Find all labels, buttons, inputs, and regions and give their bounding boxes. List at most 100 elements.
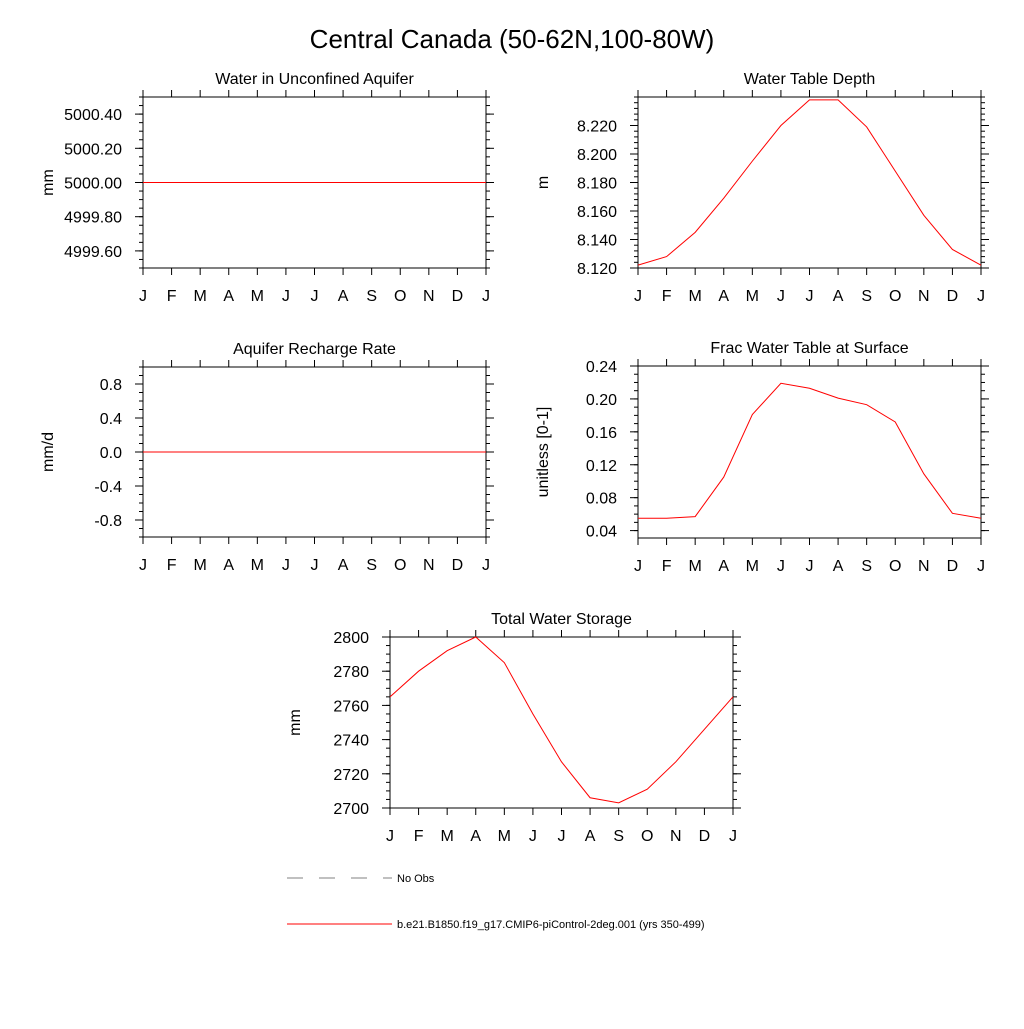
y-tick-label: 2760 (333, 698, 369, 715)
x-tick-label: D (699, 828, 711, 845)
x-tick-label: D (452, 288, 464, 305)
x-tick-label: J (634, 558, 642, 575)
y-tick-label: 5000.00 (64, 176, 122, 193)
x-tick-label: A (718, 558, 729, 575)
x-tick-label: N (670, 828, 682, 845)
x-tick-label: A (833, 558, 844, 575)
x-tick-label: J (977, 558, 985, 575)
x-tick-label: M (746, 558, 759, 575)
y-tick-label: 2720 (333, 767, 369, 784)
x-tick-label: J (777, 558, 785, 575)
y-tick-label: 0.20 (586, 392, 617, 409)
x-tick-label: A (223, 288, 234, 305)
series-line (389, 636, 734, 804)
x-tick-label: S (613, 828, 624, 845)
x-tick-label: A (833, 288, 844, 305)
x-tick-label: J (634, 288, 642, 305)
y-tick-label: 5000.40 (64, 107, 122, 124)
x-tick-label: O (394, 288, 406, 305)
y-tick-label: 0.24 (586, 359, 617, 376)
figure-title: Central Canada (50-62N,100-80W) (310, 24, 715, 54)
plot-frame (389, 636, 734, 809)
y-tick-label: 2800 (333, 630, 369, 647)
y-tick-label: 2740 (333, 733, 369, 750)
y-tick-label: 2700 (333, 801, 369, 818)
y-tick-label: 0.0 (100, 445, 122, 462)
plot-frame (637, 365, 982, 539)
x-tick-label: M (689, 558, 702, 575)
x-tick-label: M (251, 557, 264, 574)
y-axis-label: mm/d (40, 432, 57, 472)
x-tick-label: A (223, 557, 234, 574)
x-tick-label: J (311, 288, 319, 305)
x-tick-label: J (139, 288, 147, 305)
x-tick-label: J (282, 557, 290, 574)
panel-title: Total Water Storage (491, 611, 632, 628)
y-tick-label: 8.120 (577, 261, 617, 278)
x-tick-label: O (641, 828, 653, 845)
x-tick-label: O (889, 288, 901, 305)
x-tick-label: O (889, 558, 901, 575)
legend-label-no-obs: No Obs (397, 873, 435, 885)
y-tick-label: 8.220 (577, 119, 617, 136)
panel-title: Frac Water Table at Surface (710, 340, 908, 357)
panel-title: Water Table Depth (744, 71, 876, 88)
legend-label-model: b.e21.B1850.f19_g17.CMIP6-piControl-2deg… (397, 919, 705, 931)
x-tick-label: D (947, 558, 959, 575)
x-tick-label: F (167, 288, 177, 305)
x-tick-label: M (746, 288, 759, 305)
x-tick-label: N (918, 288, 930, 305)
x-tick-label: A (338, 288, 349, 305)
x-tick-label: M (498, 828, 511, 845)
x-tick-label: F (662, 558, 672, 575)
y-tick-label: 8.200 (577, 147, 617, 164)
series-line (638, 382, 982, 519)
x-tick-label: O (394, 557, 406, 574)
x-tick-label: J (482, 288, 490, 305)
x-tick-label: M (441, 828, 454, 845)
panel-title: Aquifer Recharge Rate (233, 341, 396, 358)
x-tick-label: J (977, 288, 985, 305)
x-tick-label: J (311, 557, 319, 574)
x-tick-label: S (366, 288, 377, 305)
x-tick-label: J (806, 288, 814, 305)
series-line (637, 99, 982, 266)
x-tick-label: J (386, 828, 394, 845)
y-tick-label: 2780 (333, 664, 369, 681)
x-tick-label: J (806, 558, 814, 575)
x-tick-label: A (718, 288, 729, 305)
x-tick-label: S (861, 288, 872, 305)
x-tick-label: J (482, 557, 490, 574)
y-tick-label: -0.4 (94, 479, 122, 496)
y-tick-label: 0.12 (586, 458, 617, 475)
y-tick-label: 8.180 (577, 176, 617, 193)
x-tick-label: M (251, 288, 264, 305)
x-tick-label: D (452, 557, 464, 574)
plot-frame (637, 96, 982, 269)
legend: No Obs b.e21.B1850.f19_g17.CMIP6-piContr… (287, 873, 705, 931)
x-tick-label: F (414, 828, 424, 845)
x-tick-label: F (167, 557, 177, 574)
y-tick-label: 0.4 (100, 411, 122, 428)
y-axis-label: mm (40, 169, 57, 196)
x-tick-label: M (194, 288, 207, 305)
x-tick-label: F (662, 288, 672, 305)
y-tick-label: 0.16 (586, 425, 617, 442)
y-tick-label: 4999.80 (64, 210, 122, 227)
y-axis-label: unitless [0-1] (535, 407, 552, 498)
y-tick-label: 0.08 (586, 491, 617, 508)
x-tick-label: A (470, 828, 481, 845)
x-tick-label: J (777, 288, 785, 305)
x-tick-label: N (423, 288, 435, 305)
x-tick-label: J (729, 828, 737, 845)
y-tick-label: 5000.20 (64, 141, 122, 158)
x-tick-label: M (194, 557, 207, 574)
x-tick-label: S (366, 557, 377, 574)
y-tick-label: 8.140 (577, 233, 617, 250)
